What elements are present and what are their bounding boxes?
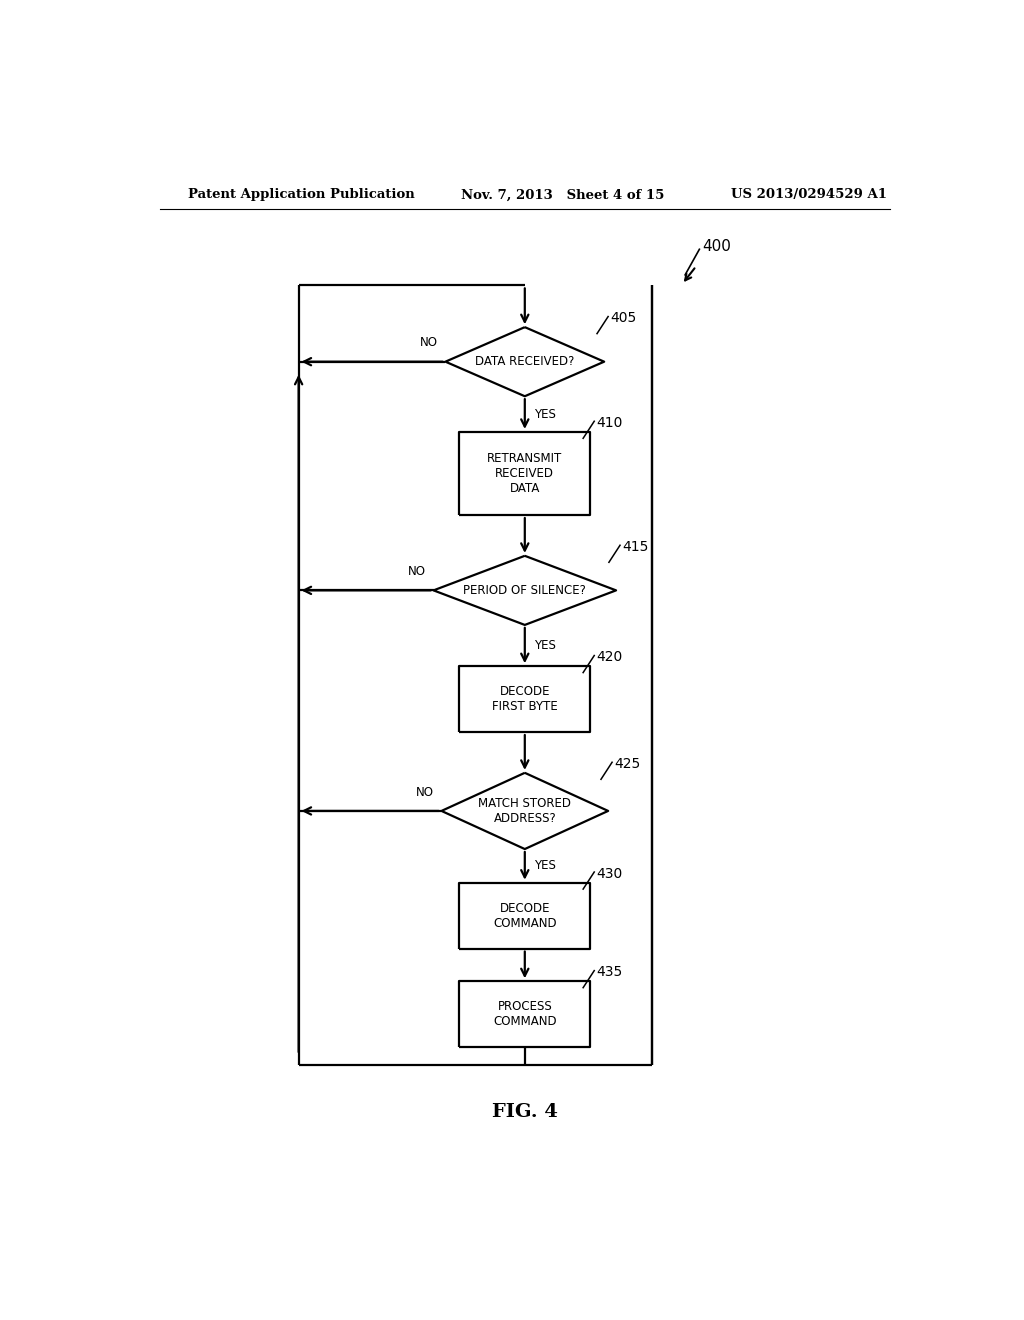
Text: FIG. 4: FIG. 4 xyxy=(492,1102,558,1121)
Text: 410: 410 xyxy=(597,416,623,430)
Text: PROCESS
COMMAND: PROCESS COMMAND xyxy=(493,1001,557,1028)
Text: DECODE
FIRST BYTE: DECODE FIRST BYTE xyxy=(492,685,558,713)
Text: DATA RECEIVED?: DATA RECEIVED? xyxy=(475,355,574,368)
Text: 400: 400 xyxy=(702,239,731,253)
Text: MATCH STORED
ADDRESS?: MATCH STORED ADDRESS? xyxy=(478,797,571,825)
Text: 430: 430 xyxy=(597,866,623,880)
Text: 425: 425 xyxy=(614,756,641,771)
Text: 415: 415 xyxy=(623,540,649,554)
Text: DECODE
COMMAND: DECODE COMMAND xyxy=(493,902,557,929)
Text: 420: 420 xyxy=(597,649,623,664)
Text: RETRANSMIT
RECEIVED
DATA: RETRANSMIT RECEIVED DATA xyxy=(487,451,562,495)
Text: YES: YES xyxy=(535,408,556,421)
Text: PERIOD OF SILENCE?: PERIOD OF SILENCE? xyxy=(464,583,586,597)
Text: NO: NO xyxy=(408,565,426,578)
Text: 405: 405 xyxy=(610,312,637,325)
Text: NO: NO xyxy=(416,785,433,799)
Text: 435: 435 xyxy=(597,965,623,979)
Text: YES: YES xyxy=(535,639,556,652)
Text: NO: NO xyxy=(420,337,437,350)
Text: YES: YES xyxy=(535,859,556,873)
Text: Nov. 7, 2013   Sheet 4 of 15: Nov. 7, 2013 Sheet 4 of 15 xyxy=(461,189,665,202)
Text: Patent Application Publication: Patent Application Publication xyxy=(187,189,415,202)
Text: US 2013/0294529 A1: US 2013/0294529 A1 xyxy=(731,189,887,202)
